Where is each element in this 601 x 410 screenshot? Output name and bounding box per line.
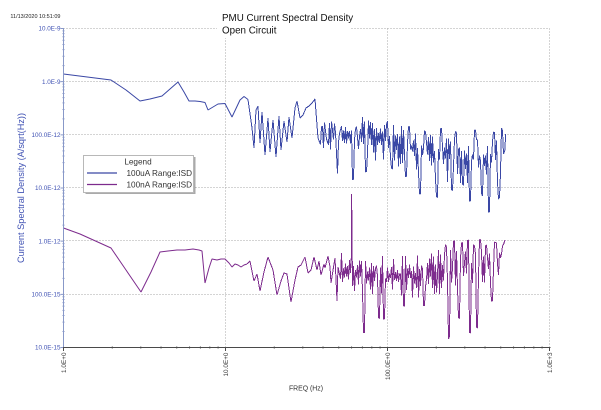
svg-text:10.0E-9: 10.0E-9 bbox=[38, 26, 61, 33]
svg-text:100.0E+0: 100.0E+0 bbox=[385, 352, 392, 380]
svg-text:Current Spectral Density (A/sq: Current Spectral Density (A/sqrt(Hz)) bbox=[16, 113, 26, 263]
svg-text:10.0E-15: 10.0E-15 bbox=[35, 345, 61, 352]
svg-text:11/13/2020 10:51:09: 11/13/2020 10:51:09 bbox=[10, 14, 60, 20]
svg-text:100uA Range:ISD: 100uA Range:ISD bbox=[127, 169, 193, 178]
svg-text:1.0E-12: 1.0E-12 bbox=[38, 238, 61, 245]
svg-text:100.0E-15: 100.0E-15 bbox=[31, 292, 61, 299]
svg-text:FREQ (Hz): FREQ (Hz) bbox=[289, 386, 323, 393]
svg-text:100.0E-12: 100.0E-12 bbox=[31, 132, 61, 139]
svg-text:Open Circuit: Open Circuit bbox=[222, 26, 277, 37]
svg-text:10.0E+0: 10.0E+0 bbox=[223, 352, 230, 376]
svg-text:Legend: Legend bbox=[124, 158, 152, 167]
svg-text:10.0E-12: 10.0E-12 bbox=[35, 185, 61, 192]
svg-text:100nA Range:ISD: 100nA Range:ISD bbox=[127, 181, 193, 190]
svg-text:1.0E+0: 1.0E+0 bbox=[61, 352, 68, 373]
svg-text:PMU Current Spectral Density: PMU Current Spectral Density bbox=[222, 13, 353, 24]
svg-text:1.0E-9: 1.0E-9 bbox=[42, 79, 61, 86]
svg-text:1.0E+3: 1.0E+3 bbox=[547, 352, 554, 373]
